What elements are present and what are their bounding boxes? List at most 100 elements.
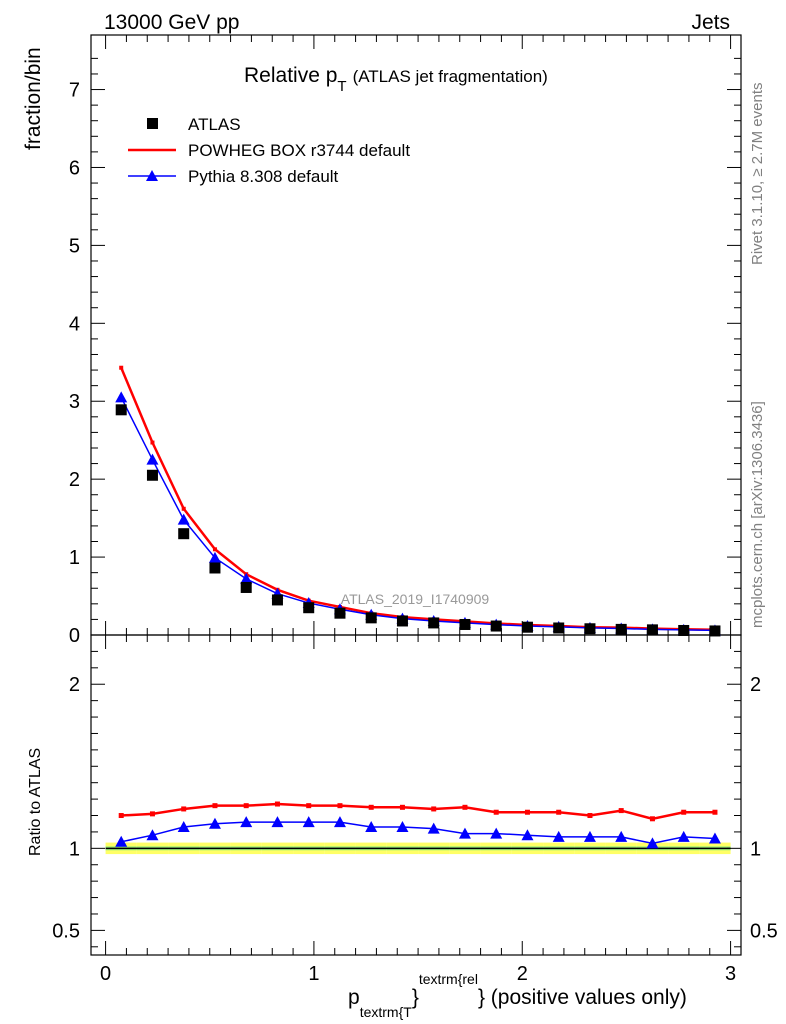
- x-tick-label: 1: [308, 963, 319, 985]
- x-axis-label-p: p: [348, 986, 360, 1009]
- x-axis-label-sup: textrm{rel: [419, 971, 478, 987]
- main-y-tick-label: 3: [69, 391, 80, 413]
- ratio-powheg-point: [368, 804, 374, 810]
- header-left: 13000 GeV pp: [104, 11, 239, 34]
- chart-marks: 0 1 2 3 0 1 2 3 4 5 6 7 0.5 0.5 1 1 2 2: [52, 34, 778, 985]
- x-tick-label: 0: [100, 963, 111, 985]
- atlas-point: [521, 621, 533, 633]
- legend-marker-atlas: [147, 118, 158, 129]
- pythia-point: [208, 551, 221, 563]
- x-axis-label-sub: textrm{T: [360, 1004, 413, 1020]
- powheg-point: [212, 547, 217, 552]
- x-tick-label: 2: [517, 963, 528, 985]
- ratio-powheg-point: [493, 809, 499, 815]
- ratio-powheg-point: [243, 803, 249, 809]
- atlas-point: [490, 620, 502, 632]
- ratio-powheg-point: [649, 816, 655, 822]
- chart-title-sub: T: [337, 78, 346, 95]
- ratio-powheg-point: [306, 803, 312, 809]
- ratio-pythia-point: [427, 822, 440, 834]
- ratio-y-tick-label: 1: [69, 838, 80, 860]
- atlas-point: [209, 562, 221, 574]
- atlas-point: [615, 623, 627, 635]
- ratio-pythia-point: [677, 830, 690, 842]
- ratio-powheg-point: [212, 803, 218, 809]
- ratio-pythia-point: [583, 830, 596, 842]
- ratio-pythia-point: [615, 830, 628, 842]
- x-tick-label: 3: [725, 963, 736, 985]
- powheg-point: [119, 365, 124, 370]
- powheg-point: [181, 506, 186, 511]
- chart-title-paren: (ATLAS jet fragmentation): [353, 67, 548, 86]
- atlas-point: [459, 618, 471, 630]
- main-y-axis-label: fraction/bin: [22, 47, 45, 150]
- atlas-point: [428, 617, 440, 629]
- ratio-pythia-point: [146, 829, 159, 841]
- analysis-watermark: ATLAS_2019_I1740909: [341, 591, 490, 607]
- rivet-label: Rivet 3.1.10, ≥ 2.7M events: [749, 83, 766, 266]
- ratio-pythia-point: [458, 827, 471, 839]
- ratio-y-tick-label-right: 0.5: [750, 920, 778, 942]
- atlas-point: [115, 404, 127, 416]
- ratio-y-tick-label-right: 2: [750, 674, 761, 696]
- pythia-point: [115, 391, 128, 403]
- legend-label-powheg: POWHEG BOX r3744 default: [188, 141, 410, 160]
- legend-label-pythia: Pythia 8.308 default: [188, 167, 339, 186]
- atlas-point: [553, 622, 565, 634]
- ratio-pythia-point: [115, 835, 128, 847]
- ratio-pythia-point: [240, 816, 253, 828]
- ratio-powheg-line: [121, 802, 715, 821]
- legend: ATLAS POWHEG BOX r3744 default Pythia 8.…: [128, 115, 410, 186]
- header-right: Jets: [691, 11, 730, 34]
- legend-label-atlas: ATLAS: [188, 115, 241, 134]
- atlas-point: [365, 612, 377, 624]
- atlas-point: [334, 607, 346, 619]
- ratio-powheg-point: [462, 804, 468, 810]
- ratio-powheg-point: [681, 809, 687, 815]
- x-axis-label: ptextrm{T}textrm{rel} (positive values o…: [348, 971, 687, 1020]
- ratio-pythia-point: [333, 816, 346, 828]
- ratio-pythia-point: [302, 816, 315, 828]
- main-y-tick-label: 7: [69, 80, 80, 102]
- pythia-point: [240, 572, 253, 584]
- chart-title-main: Relative p: [244, 64, 337, 87]
- ratio-y-tick-label: 0.5: [52, 920, 80, 942]
- atlas-point: [240, 581, 252, 593]
- mcplots-label: mcplots.cern.ch [arXiv:1306.3436]: [749, 401, 766, 628]
- ratio-pythia-point: [708, 832, 721, 844]
- ratio-powheg-point: [431, 806, 437, 812]
- ratio-panel: [105, 842, 731, 855]
- chart-title: Relative pT (ATLAS jet fragmentation): [244, 64, 548, 95]
- ratio-pythia-point: [490, 827, 503, 839]
- ratio-pythia-point: [365, 821, 378, 832]
- pythia-point: [146, 453, 159, 465]
- ratio-pythia-point: [646, 837, 659, 849]
- ratio-y-tick-label-right: 1: [750, 838, 761, 860]
- main-y-tick-label: 0: [69, 625, 80, 647]
- atlas-point: [271, 594, 283, 606]
- ratio-powheg-point: [587, 813, 593, 819]
- powheg-point: [150, 440, 155, 445]
- ratio-pythia-point: [208, 817, 221, 829]
- ratio-powheg-point: [149, 811, 155, 817]
- atlas-point: [303, 602, 315, 614]
- main-y-tick-label: 1: [69, 547, 80, 569]
- x-axis-label-rest: } (positive values only): [478, 986, 687, 1009]
- ratio-y-tick-label: 2: [69, 674, 80, 696]
- atlas-point: [584, 623, 596, 635]
- main-y-tick-label: 5: [69, 235, 80, 257]
- ratio-powheg-point: [712, 809, 718, 815]
- x-axis-label-brace: }: [412, 986, 419, 1009]
- atlas-point: [178, 528, 190, 540]
- main-y-tick-label: 2: [69, 469, 80, 491]
- ratio-powheg-point: [274, 801, 280, 807]
- main-y-tick-label: 4: [69, 313, 80, 335]
- pythia-point: [177, 513, 190, 525]
- legend-marker-pythia: [146, 170, 158, 181]
- atlas-point: [709, 625, 721, 637]
- ratio-powheg-point: [337, 803, 343, 809]
- ratio-pythia-point: [271, 816, 284, 828]
- atlas-point: [678, 624, 690, 636]
- ratio-y-axis-label: Ratio to ATLAS: [27, 748, 44, 856]
